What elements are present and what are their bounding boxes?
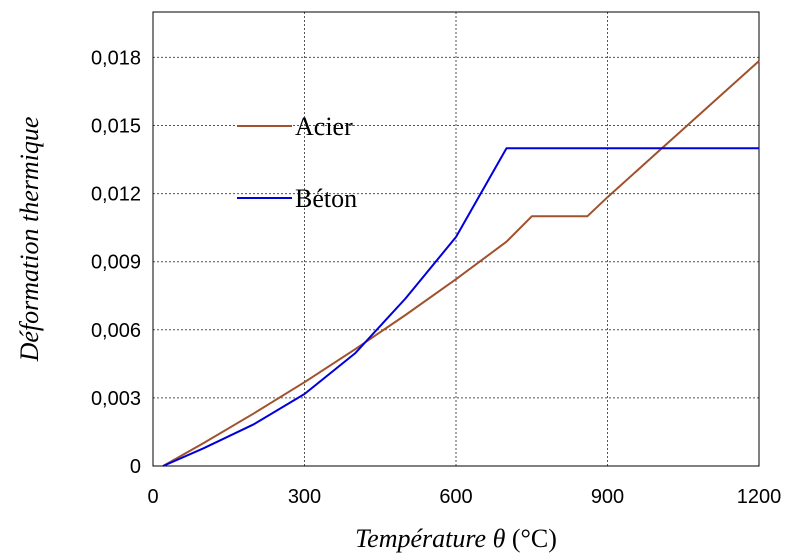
y-tick-label: 0,018 [91, 47, 141, 69]
grid [153, 12, 759, 466]
y-tick-label: 0,015 [91, 116, 141, 138]
y-tick-label: 0,012 [91, 184, 141, 206]
x-axis-title-unit: (°C) [512, 524, 557, 553]
x-tick-label: 900 [591, 486, 624, 508]
y-tick-label: 0,006 [91, 320, 141, 342]
x-tick-label: 0 [147, 486, 158, 508]
y-tick-label: 0 [130, 456, 141, 478]
x-axis-title: Température θ (°C) [355, 524, 557, 553]
x-axis-title-symbol: θ [493, 524, 506, 553]
legend-label-acier: Acier [295, 112, 353, 141]
x-tick-label: 600 [439, 486, 472, 508]
series-line-acier [162, 60, 760, 467]
series-line-beton [162, 147, 759, 467]
legend-label-beton: Béton [295, 184, 357, 213]
plot-area-frame [152, 11, 760, 467]
legend: Acier Béton [237, 112, 357, 213]
x-tick-label: 1200 [737, 486, 782, 508]
y-tick-label: 0,009 [91, 252, 141, 274]
series-lines [162, 60, 760, 467]
y-tick-label: 0,003 [91, 388, 141, 410]
axis-ticks: 0 300 600 900 1200 0 0,003 0,006 0,009 0,012 0,015… [91, 47, 781, 508]
x-tick-label: 300 [288, 486, 321, 508]
x-axis-title-text: Température [355, 524, 486, 553]
y-axis-title: Déformation thermique [15, 117, 44, 363]
